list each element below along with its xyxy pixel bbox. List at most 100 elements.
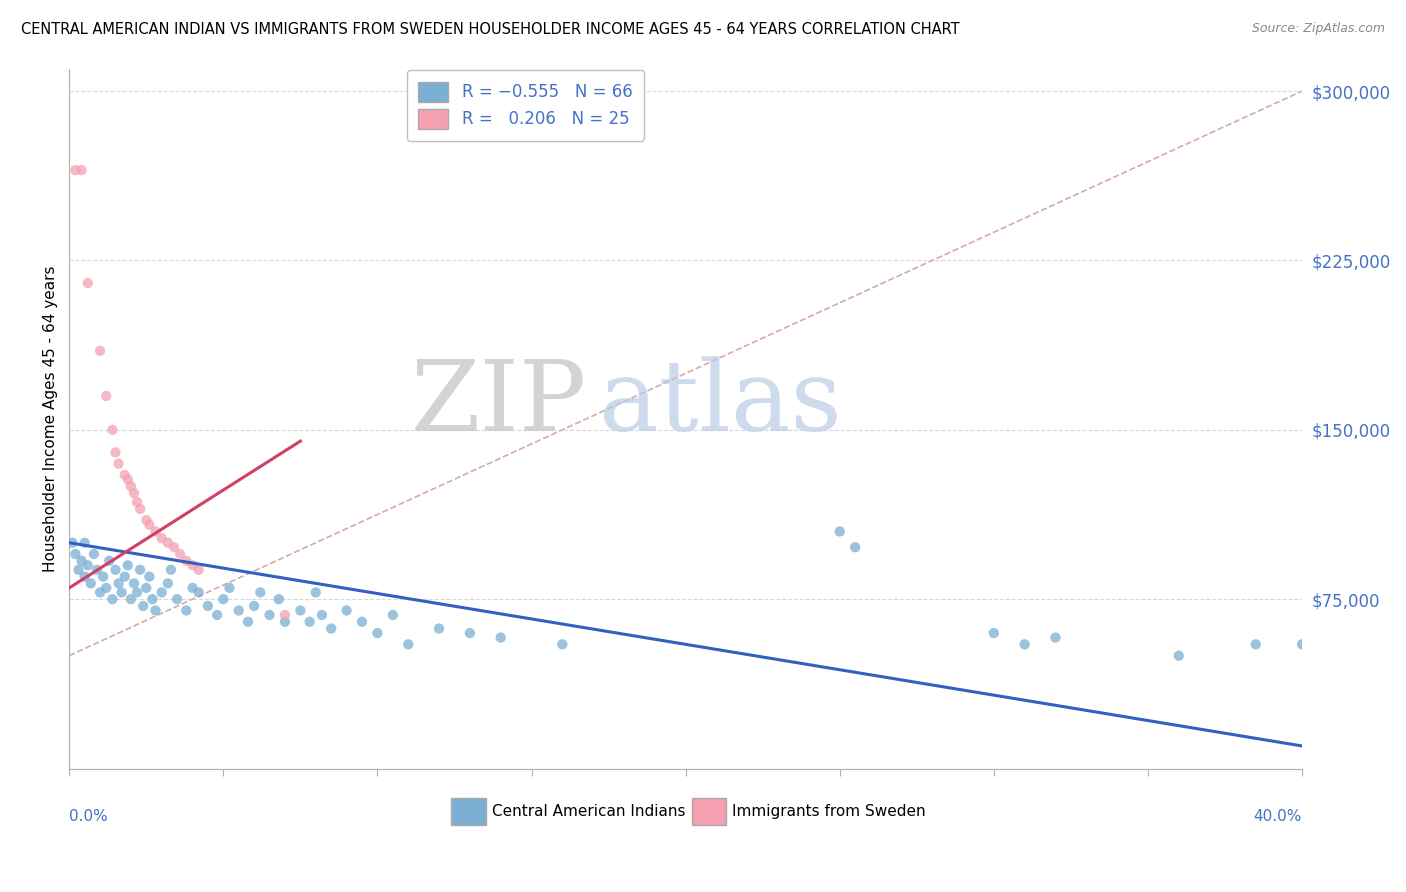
Point (125, 495, 148, 509)
Point (132, 599, 155, 613)
Point (120, 479, 142, 493)
Point (366, 626, 388, 640)
Text: atlas: atlas (599, 357, 842, 452)
Point (76, 558, 98, 573)
Point (1244, 637, 1267, 651)
Point (114, 467, 136, 482)
Point (458, 626, 481, 640)
FancyBboxPatch shape (451, 798, 486, 824)
Point (125, 585, 148, 599)
FancyBboxPatch shape (692, 798, 727, 824)
Point (298, 615, 321, 629)
Point (350, 615, 373, 629)
Point (138, 517, 160, 532)
Point (107, 576, 129, 591)
Point (166, 592, 188, 607)
Point (267, 592, 290, 607)
Point (89, 585, 111, 599)
Point (236, 615, 259, 629)
Point (73, 535, 96, 549)
Point (89, 343, 111, 358)
Point (70, 163, 93, 178)
Point (135, 581, 157, 595)
Point (156, 576, 179, 591)
Text: Source: ZipAtlas.com: Source: ZipAtlas.com (1251, 22, 1385, 36)
Point (290, 603, 312, 617)
Point (145, 603, 167, 617)
Point (160, 563, 183, 577)
Point (83, 547, 105, 561)
Point (96, 389, 118, 403)
Point (828, 524, 851, 539)
Point (73, 569, 96, 583)
Text: CENTRAL AMERICAN INDIAN VS IMMIGRANTS FROM SWEDEN HOUSEHOLDER INCOME AGES 45 - 6: CENTRAL AMERICAN INDIAN VS IMMIGRANTS FR… (21, 22, 960, 37)
Legend: R = −0.555   N = 66, R =   0.206   N = 25: R = −0.555 N = 66, R = 0.206 N = 25 (406, 70, 644, 141)
Point (212, 592, 235, 607)
Text: Immigrants from Sweden: Immigrants from Sweden (733, 805, 927, 820)
Point (122, 576, 145, 591)
Point (218, 581, 240, 595)
Y-axis label: Householder Income Ages 45 - 64 years: Householder Income Ages 45 - 64 years (44, 265, 58, 572)
Point (197, 599, 219, 613)
Point (259, 607, 281, 622)
Point (205, 607, 228, 622)
Point (1291, 637, 1313, 651)
Point (107, 457, 129, 471)
Point (138, 569, 160, 583)
Point (187, 585, 209, 599)
Point (104, 563, 127, 577)
Point (117, 558, 139, 573)
Point (86, 563, 108, 577)
Point (163, 540, 186, 554)
Point (489, 631, 512, 645)
Point (145, 524, 167, 539)
Point (101, 423, 124, 437)
Point (274, 607, 297, 622)
Point (129, 563, 152, 577)
Point (111, 585, 134, 599)
Point (187, 563, 209, 577)
Point (156, 535, 179, 549)
Text: Central American Indians: Central American Indians (492, 805, 686, 820)
Text: ZIP: ZIP (411, 357, 588, 452)
Point (76, 276, 98, 290)
Point (150, 531, 173, 545)
Point (91, 569, 114, 583)
Point (129, 501, 152, 516)
Point (396, 637, 419, 651)
Point (243, 599, 266, 613)
Point (117, 473, 139, 487)
Point (122, 486, 145, 500)
Point (120, 592, 142, 607)
Point (96, 581, 118, 595)
Text: 0.0%: 0.0% (69, 809, 108, 824)
Point (427, 622, 450, 636)
Point (176, 603, 198, 617)
Point (65, 163, 87, 178)
Point (114, 569, 136, 583)
Point (67, 563, 90, 577)
Point (150, 585, 173, 599)
Point (101, 592, 124, 607)
Point (181, 581, 204, 595)
Point (1045, 631, 1067, 645)
Point (70, 554, 93, 568)
Point (181, 558, 204, 573)
Point (1167, 648, 1189, 663)
Point (228, 603, 250, 617)
Point (65, 547, 87, 561)
Point (249, 585, 271, 599)
Point (983, 626, 1005, 640)
Point (321, 622, 343, 636)
Point (80, 576, 103, 591)
Point (381, 607, 404, 622)
Point (169, 547, 191, 561)
Point (141, 592, 163, 607)
Point (60, 535, 83, 549)
Point (311, 607, 333, 622)
Text: 40.0%: 40.0% (1254, 809, 1302, 824)
Point (1014, 637, 1036, 651)
Point (176, 554, 198, 568)
Point (844, 540, 866, 554)
Point (104, 445, 127, 459)
